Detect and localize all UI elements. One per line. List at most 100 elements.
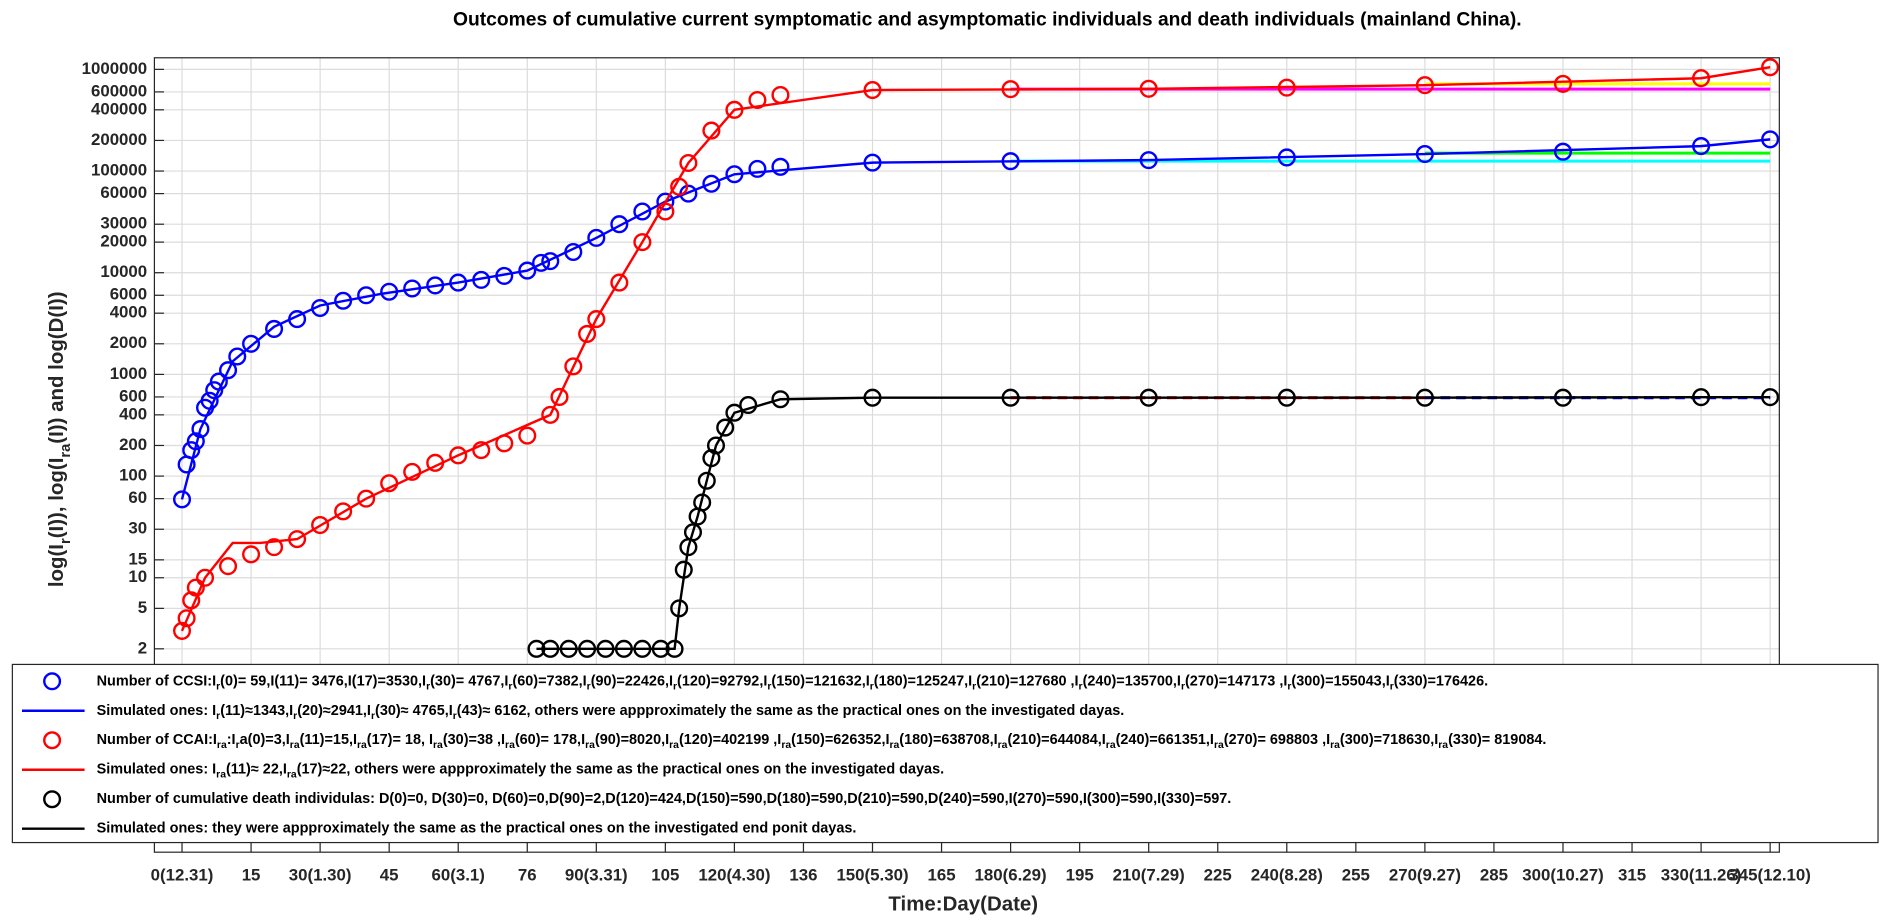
- data-point: [706, 436, 726, 455]
- plot-data: [172, 58, 1780, 658]
- data-point: [191, 420, 210, 439]
- y-tick-label: 2000: [110, 333, 147, 352]
- y-tick-label: 100000: [91, 160, 147, 179]
- x-tick-label: 76: [518, 866, 537, 885]
- legend-marker: [43, 731, 62, 750]
- legend-marker: [43, 672, 62, 691]
- series-line: [536, 396, 1771, 650]
- data-point: [196, 568, 215, 587]
- x-tick-label: 315: [1618, 866, 1646, 885]
- data-point: [702, 174, 721, 193]
- x-tick-label: 90(3.31): [565, 866, 628, 885]
- data-point: [748, 159, 767, 178]
- y-axis-label: log(Ir(I)), log(Ira(I)) and log(D(I)): [46, 291, 74, 587]
- y-tick-label: 400: [119, 404, 147, 423]
- y-tick-label: 600000: [91, 81, 147, 100]
- legend-label: Number of cumulative death individulas: …: [97, 791, 1232, 807]
- data-point: [587, 310, 606, 329]
- x-tick-label: 285: [1480, 866, 1508, 885]
- data-point: [679, 153, 698, 173]
- data-point: [656, 192, 675, 211]
- y-tick-label: 30000: [100, 214, 147, 233]
- data-point: [357, 489, 376, 508]
- x-tick-label: 45: [380, 866, 399, 885]
- series-line: [180, 138, 1771, 500]
- data-point: [683, 523, 703, 542]
- x-tick-label: 300(10.27): [1522, 866, 1603, 885]
- y-tick-label: 5: [138, 598, 147, 617]
- data-point: [697, 471, 716, 490]
- x-tick-label: 150(5.30): [836, 866, 908, 885]
- x-tick-label: 0(12.31): [151, 866, 214, 885]
- x-tick-label: 15: [242, 866, 261, 885]
- x-tick-label: 210(7.29): [1113, 866, 1185, 885]
- data-point: [587, 228, 606, 247]
- legend-label: Simulated ones: they were appproximately…: [97, 821, 857, 837]
- y-tick-label: 60000: [100, 183, 147, 202]
- data-point: [541, 405, 560, 424]
- y-tick-label: 1000000: [82, 59, 148, 78]
- y-tick-label: 100: [119, 466, 147, 485]
- y-tick-label: 600: [119, 386, 147, 405]
- y-tick-label: 15: [128, 549, 147, 568]
- data-point: [242, 545, 261, 564]
- y-tick-label: 2: [138, 638, 147, 657]
- y-tick-label: 20000: [100, 232, 147, 251]
- data-point: [518, 426, 537, 445]
- y-tick-label: 10: [128, 567, 147, 586]
- data-point: [518, 261, 537, 280]
- data-point: [472, 441, 491, 460]
- x-tick-label: 165: [927, 866, 955, 885]
- data-point: [311, 516, 330, 535]
- axes-box: [153, 57, 1780, 853]
- x-tick-label: 195: [1066, 866, 1094, 885]
- data-point: [265, 319, 284, 338]
- y-tick-label: 10000: [100, 262, 147, 281]
- data-point: [265, 538, 284, 557]
- y-tick-label: 200000: [91, 130, 147, 149]
- x-tick-label: 30(1.30): [289, 866, 352, 885]
- x-tick-label: 225: [1204, 866, 1232, 885]
- legend-label: Number of CCSI:Ir(0)= 59,I(11)= 3476,I(1…: [97, 673, 1489, 692]
- data-point: [564, 357, 583, 376]
- data-point: [228, 347, 247, 366]
- series-line: [180, 65, 1771, 632]
- data-point: [242, 334, 261, 353]
- data-point: [219, 361, 238, 380]
- y-tick-label: 400000: [91, 99, 147, 118]
- y-tick-label: 200: [119, 435, 147, 454]
- data-point: [1761, 58, 1780, 77]
- x-tick-label: 330(11.26): [1661, 866, 1742, 885]
- data-point: [633, 233, 652, 252]
- x-tick-label: 270(9.27): [1389, 866, 1461, 885]
- x-tick-label: 105: [651, 866, 679, 885]
- x-tick-label: 180(6.29): [975, 866, 1047, 885]
- x-axis-label: Time:Day(Date): [888, 893, 1038, 916]
- y-tick-label: 1000: [110, 364, 147, 383]
- data-point: [449, 446, 468, 465]
- data-point: [578, 324, 597, 343]
- y-tick-label: 60: [128, 488, 147, 507]
- x-tick-label: 240(8.28): [1251, 866, 1323, 885]
- data-point: [633, 202, 652, 221]
- data-point: [182, 441, 201, 460]
- data-point: [186, 578, 205, 597]
- legend: Number of CCSI:Ir(0)= 59,I(11)= 3476,I(1…: [11, 663, 1879, 844]
- data-point: [334, 502, 353, 521]
- x-tick-label: 255: [1342, 866, 1370, 885]
- y-tick-label: 6000: [110, 285, 147, 304]
- data-point: [550, 387, 569, 406]
- data-point: [610, 215, 629, 234]
- data-point: [610, 273, 629, 292]
- legend-label: Simulated ones: Ir(11)≈1343,Ir(20)≈2941,…: [97, 703, 1125, 722]
- legend-label: Number of CCAI:Ira:Ira(0)=3,Ira(11)=15,I…: [97, 732, 1547, 751]
- data-point: [532, 253, 551, 272]
- x-tick-label: 60(3.1): [432, 866, 485, 885]
- data-point: [702, 121, 721, 140]
- x-tick-label: 120(4.30): [698, 866, 770, 885]
- data-point: [771, 157, 790, 176]
- data-point: [739, 395, 758, 415]
- data-point: [725, 403, 744, 422]
- data-point: [1553, 74, 1573, 93]
